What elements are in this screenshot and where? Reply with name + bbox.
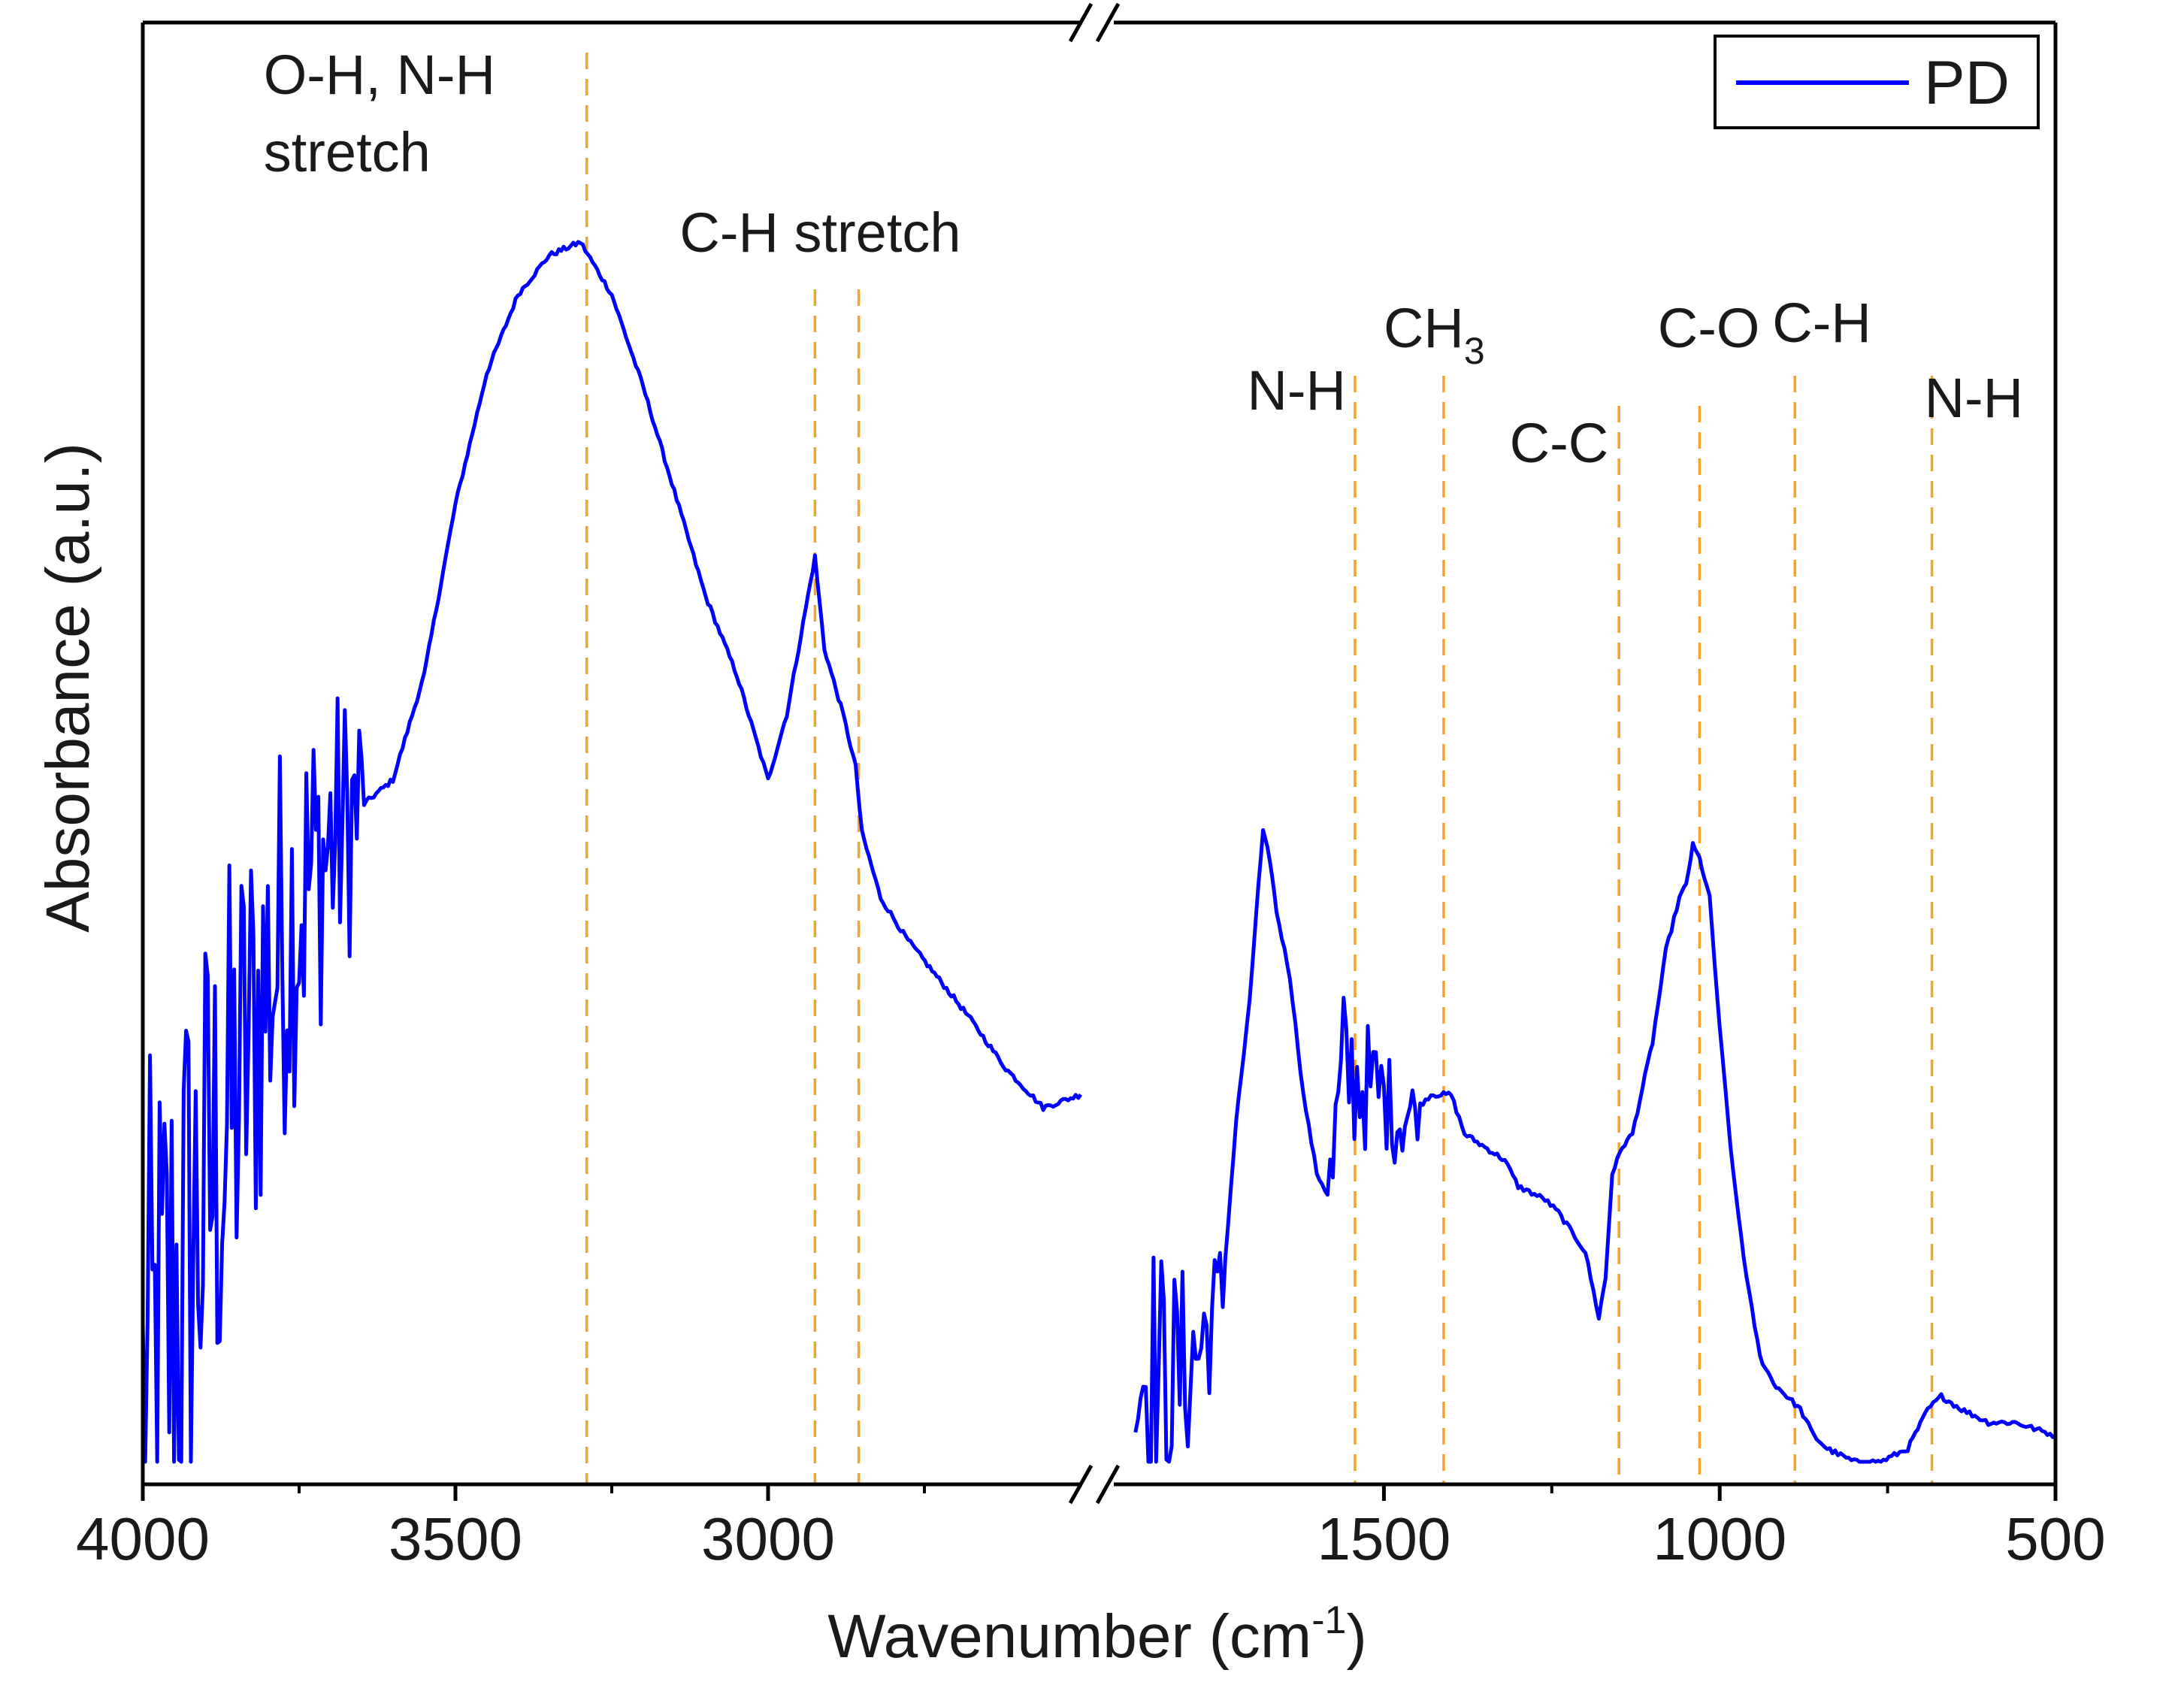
x-tick-label: 4000 (76, 1505, 210, 1572)
axis-break-mark (1095, 2, 1121, 43)
peak-label: O-H, N-H (264, 44, 495, 106)
series-line-1-segment-1 (141, 240, 1083, 1464)
y-axis-title: Absorbance (a.u.) (34, 443, 102, 933)
peak-label: C-C (1510, 412, 1609, 474)
peak-guide-lines (585, 53, 1934, 1484)
peak-label: N-H (1247, 359, 1346, 422)
x-tick-label: 3500 (389, 1505, 522, 1572)
plot-axes: 4000 3500 3000 1500 1000 500 (76, 2, 2106, 1572)
peak-label: stretch (264, 121, 431, 183)
x-tick-label: 1500 (1317, 1505, 1450, 1572)
x-tick-label: 1000 (1653, 1505, 1786, 1572)
legend: PD (1714, 35, 2040, 129)
axis-break-mark (1068, 2, 1094, 43)
x-axis-title: Wavenumber (cm-1) (827, 1599, 1367, 1671)
legend-label: PD (1924, 49, 2010, 117)
series-lines (141, 240, 2057, 1464)
peak-label: C-O (1658, 297, 1760, 359)
x-tick-label: 3000 (701, 1505, 835, 1572)
peak-label: C-H stretch (679, 201, 960, 264)
axis-break-mark (1095, 1464, 1121, 1505)
axis-break-mark (1068, 1464, 1094, 1505)
peak-label: C-H (1772, 292, 1871, 354)
x-tick-label: 500 (2005, 1505, 2105, 1572)
peak-label: CH3 (1384, 297, 1485, 372)
series-line-1-segment-2 (1133, 828, 2057, 1464)
peak-label: N-H (1925, 367, 2024, 429)
